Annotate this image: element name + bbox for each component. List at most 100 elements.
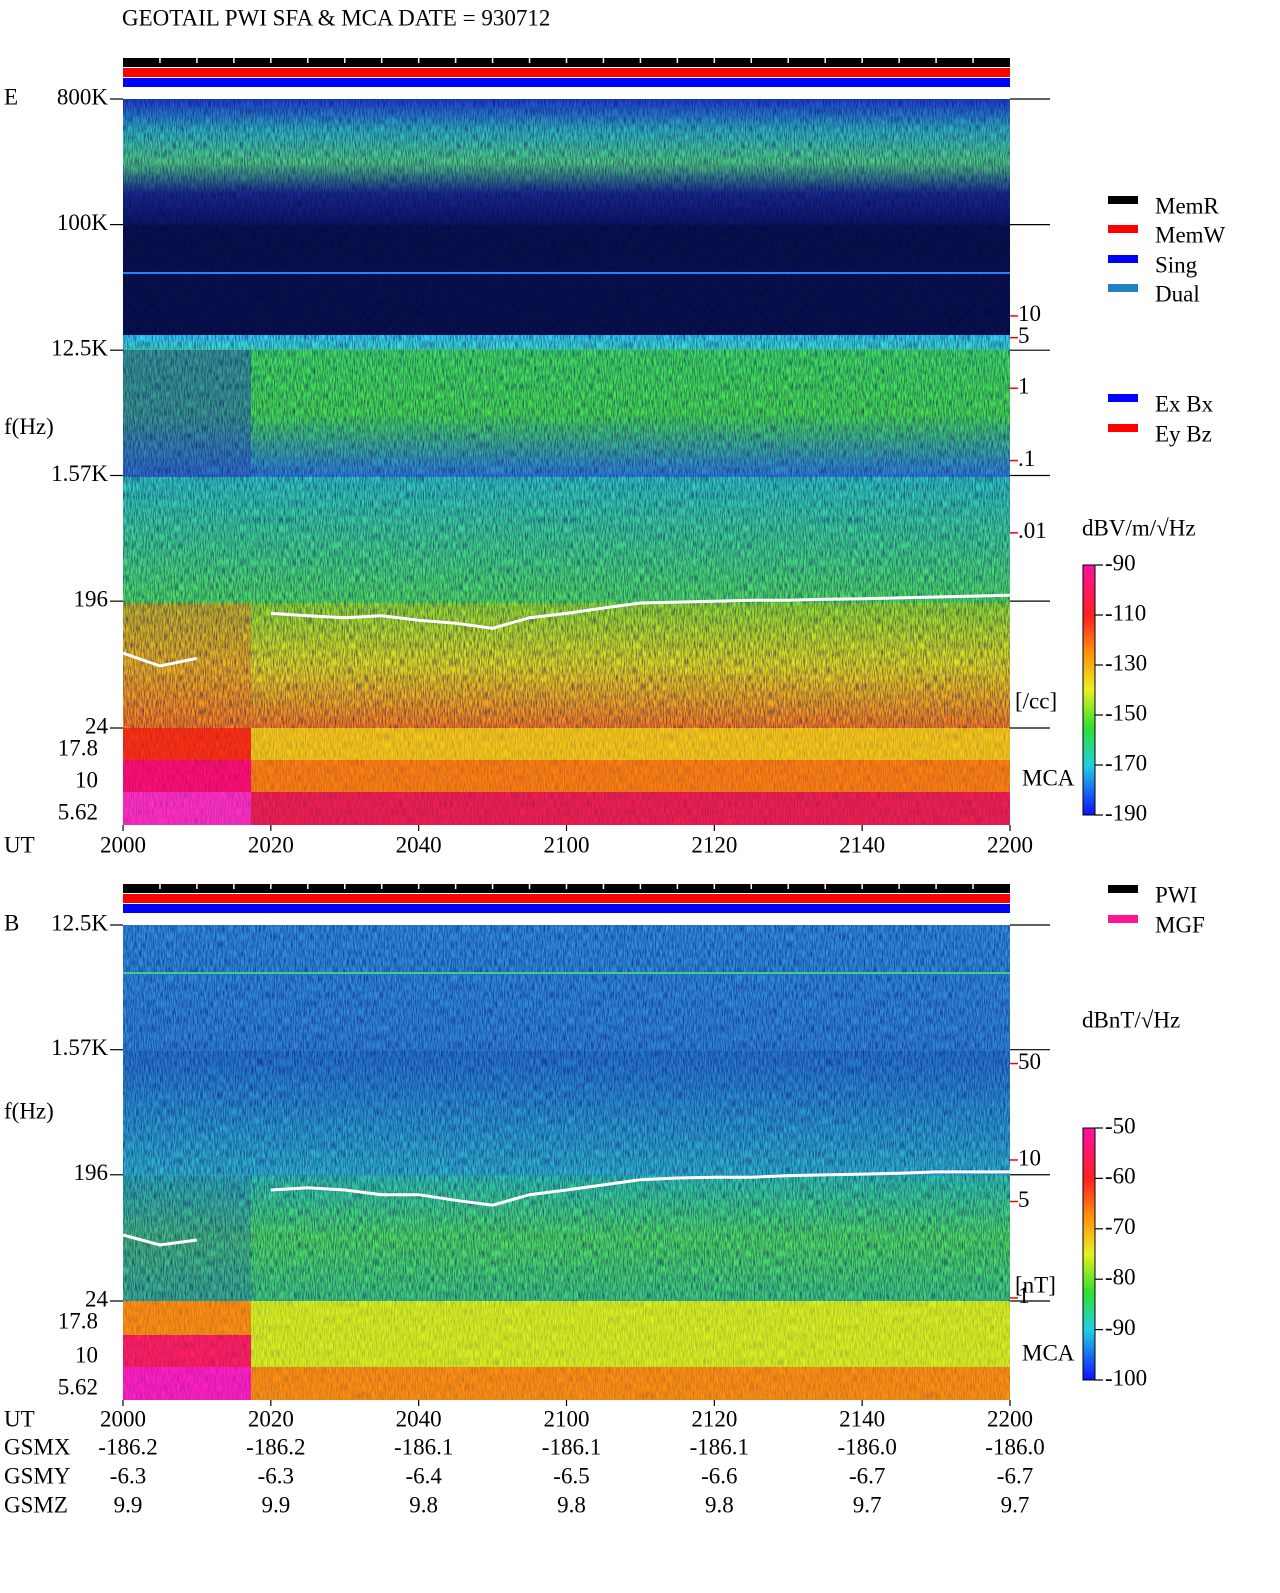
mca-label: MCA bbox=[1022, 1340, 1075, 1365]
colorbar-tick-label: -70 bbox=[1105, 1214, 1136, 1239]
y2-unit: [nT] bbox=[1015, 1272, 1056, 1297]
y2-tick-label: 10 bbox=[1018, 301, 1041, 326]
x-tick-label: 2140 bbox=[839, 832, 885, 857]
status-stripe bbox=[123, 78, 1010, 87]
x-tick-label: 2040 bbox=[396, 1406, 442, 1431]
legend-label: MemW bbox=[1155, 222, 1226, 247]
y-tick-label: 12.5K bbox=[51, 335, 108, 360]
colorbar-tick-label: -50 bbox=[1105, 1113, 1136, 1138]
orbit-label: GSMY bbox=[4, 1463, 71, 1488]
colorbar-label: dBV/m/√Hz bbox=[1082, 515, 1196, 540]
orbit-value: -6.5 bbox=[553, 1463, 589, 1488]
x-tick-label: 2000 bbox=[100, 1406, 146, 1431]
orbit-label: GSMZ bbox=[4, 1492, 68, 1517]
y2-tick-label: 1 bbox=[1018, 1283, 1030, 1308]
orbit-value: -186.2 bbox=[98, 1434, 157, 1459]
mca-noise bbox=[123, 728, 1010, 825]
x-tick-label: 2120 bbox=[691, 1406, 737, 1431]
panel-label: E bbox=[4, 84, 18, 109]
x-tick-label: 2020 bbox=[248, 832, 294, 857]
y2-tick-label: 1 bbox=[1018, 374, 1030, 399]
orbit-value: 9.8 bbox=[705, 1492, 734, 1517]
y2-tick-label: 5 bbox=[1018, 1187, 1030, 1212]
colorbar-tick-label: -190 bbox=[1105, 800, 1147, 825]
legend-swatch bbox=[1108, 885, 1138, 893]
orbit-label: GSMX bbox=[4, 1434, 71, 1459]
mca-channel-label: 5.62 bbox=[58, 1374, 98, 1399]
orbit-value: -186.0 bbox=[985, 1434, 1044, 1459]
legend-swatch bbox=[1108, 394, 1138, 402]
legend-label: Sing bbox=[1155, 252, 1198, 277]
orbit-value: -6.7 bbox=[849, 1463, 885, 1488]
orbit-value: 9.9 bbox=[114, 1492, 143, 1517]
y2-tick-label: 50 bbox=[1018, 1049, 1041, 1074]
orbit-value: -6.6 bbox=[701, 1463, 737, 1488]
y-tick-label: 24 bbox=[85, 713, 109, 738]
legend-swatch bbox=[1108, 424, 1138, 432]
colorbar-tick-label: -60 bbox=[1105, 1164, 1136, 1189]
status-stripe bbox=[123, 68, 1010, 77]
x-tick-label: 2100 bbox=[544, 1406, 590, 1431]
y2-tick-label: .01 bbox=[1018, 518, 1047, 543]
mca-noise bbox=[123, 1301, 1010, 1400]
colorbar-tick-label: -150 bbox=[1105, 700, 1147, 725]
orbit-value: -186.2 bbox=[246, 1434, 305, 1459]
orbit-value: -6.3 bbox=[258, 1463, 294, 1488]
mca-channel-label: 5.62 bbox=[58, 799, 98, 824]
mca-channel-label: 10 bbox=[75, 1342, 98, 1367]
panel-label: B bbox=[4, 910, 19, 935]
x-tick-label: 2040 bbox=[396, 832, 442, 857]
colorbar bbox=[1082, 564, 1096, 816]
data-line bbox=[122, 593, 1011, 668]
legend-label: Ey Bz bbox=[1155, 421, 1212, 446]
y-tick-label: 1.57K bbox=[51, 1035, 108, 1060]
y-tick-label: 196 bbox=[74, 586, 109, 611]
mca-label: MCA bbox=[1022, 765, 1075, 790]
title: GEOTAIL PWI SFA & MCA DATE = 930712 bbox=[122, 5, 550, 30]
legend-label: MemR bbox=[1155, 193, 1220, 218]
mca-channel-label: 17.8 bbox=[58, 1308, 98, 1333]
x-tick-label: 2000 bbox=[100, 832, 146, 857]
legend-swatch bbox=[1108, 196, 1138, 204]
status-stripe bbox=[123, 904, 1010, 913]
mca-channel-label: 10 bbox=[75, 767, 98, 792]
x-tick-label: 2140 bbox=[839, 1406, 885, 1431]
y-tick-label: 24 bbox=[85, 1286, 109, 1311]
y-axis-label: f(Hz) bbox=[4, 1098, 54, 1123]
colorbar-tick-label: -170 bbox=[1105, 750, 1147, 775]
y2-tick-label: 5 bbox=[1018, 323, 1030, 348]
colorbar-tick-label: -80 bbox=[1105, 1264, 1136, 1289]
legend-swatch bbox=[1108, 915, 1138, 923]
legend-label: Ex Bx bbox=[1155, 391, 1214, 416]
y2-tick-label: .1 bbox=[1018, 446, 1035, 471]
data-line bbox=[122, 1170, 1010, 1247]
orbit-value: 9.9 bbox=[261, 1492, 290, 1517]
orbit-value: 9.8 bbox=[557, 1492, 586, 1517]
legend-swatch bbox=[1108, 284, 1138, 292]
mca-channel-label: 17.8 bbox=[58, 735, 98, 760]
legend-swatch bbox=[1108, 225, 1138, 233]
y-tick-label: 1.57K bbox=[51, 461, 108, 486]
colorbar-tick-label: -110 bbox=[1105, 600, 1146, 625]
colorbar-label: dBnT/√Hz bbox=[1082, 1007, 1180, 1032]
x-tick-label: 2020 bbox=[248, 1406, 294, 1431]
legend-label: PWI bbox=[1155, 882, 1197, 907]
orbit-value: 9.7 bbox=[853, 1492, 882, 1517]
colorbar-tick-label: -100 bbox=[1105, 1365, 1147, 1390]
x-tick-label: 2120 bbox=[691, 832, 737, 857]
status-stripe bbox=[123, 894, 1010, 903]
x-tick-label: 2100 bbox=[544, 832, 590, 857]
y-tick-label: 100K bbox=[57, 210, 109, 235]
y-tick-label: 12.5K bbox=[51, 910, 108, 935]
x-axis-label: UT bbox=[4, 832, 35, 857]
legend-label: MGF bbox=[1155, 912, 1205, 937]
spectrum-noise bbox=[123, 925, 1010, 1301]
colorbar-tick-label: -130 bbox=[1105, 650, 1147, 675]
colorbar-tick-label: -90 bbox=[1105, 550, 1136, 575]
x-tick-label: 2200 bbox=[987, 832, 1033, 857]
orbit-value: -6.3 bbox=[110, 1463, 146, 1488]
y2-unit: [/cc] bbox=[1015, 688, 1057, 713]
